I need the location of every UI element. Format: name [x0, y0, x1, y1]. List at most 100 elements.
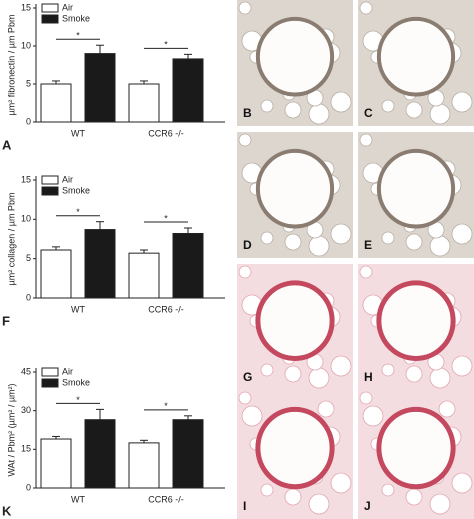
bar: [128, 252, 160, 299]
airway: [376, 280, 456, 362]
panel-label: B: [243, 106, 252, 120]
alveolus: [238, 265, 252, 279]
alveolus: [308, 235, 330, 257]
legend-label: Smoke: [62, 13, 90, 23]
legend-swatch: [41, 367, 59, 377]
legend-label: Air: [62, 2, 73, 12]
bar: [172, 419, 204, 489]
panel-label: I: [243, 499, 246, 513]
alveolus: [284, 233, 302, 251]
alveolus: [451, 223, 473, 245]
x-tick-label: WT: [71, 494, 85, 504]
significance-star: *: [76, 395, 80, 405]
micrograph: E: [358, 132, 474, 258]
alveolus: [451, 355, 473, 377]
legend-label: Air: [62, 366, 73, 376]
alveolus: [284, 365, 302, 383]
micrograph: J: [358, 390, 474, 519]
panel-label: G: [243, 370, 252, 384]
y-tick-label: 15: [21, 444, 31, 454]
bar: [84, 419, 116, 489]
y-axis-label: µm² fibronectin / µm Pbm: [6, 15, 16, 116]
airway: [255, 16, 335, 97]
alveolus: [284, 101, 302, 119]
alveolus: [238, 1, 252, 15]
alveolus: [308, 493, 330, 515]
legend-swatch: [41, 378, 59, 388]
y-tick-label: 15: [21, 2, 31, 12]
airway: [376, 148, 456, 229]
alveolus: [405, 365, 423, 383]
significance-star: *: [164, 213, 168, 223]
bar: [84, 53, 116, 123]
x-tick-label: CCR6 -/-: [148, 304, 184, 314]
y-tick-label: 5: [26, 253, 31, 263]
y-tick-label: 15: [21, 174, 31, 184]
panel-label: A: [2, 137, 12, 152]
alveolus: [451, 91, 473, 113]
y-tick-label: 5: [26, 78, 31, 88]
bar: [40, 83, 72, 123]
significance-star: *: [164, 40, 168, 50]
significance-star: *: [76, 31, 80, 41]
micrograph: G: [237, 264, 353, 390]
x-tick-label: CCR6 -/-: [148, 128, 184, 138]
panel-label: E: [364, 238, 372, 252]
airway: [255, 406, 335, 490]
alveolus: [260, 99, 274, 113]
micrograph: C: [358, 0, 474, 126]
y-axis-label: WAt / Pbm² (µm² / µm²): [6, 383, 16, 476]
legend-swatch: [41, 175, 59, 185]
alveolus: [260, 363, 274, 377]
alveolus: [317, 400, 335, 418]
alveolus: [381, 363, 395, 377]
micrograph: B: [237, 0, 353, 126]
alveolus: [330, 223, 352, 245]
airway: [376, 16, 456, 97]
alveolus: [260, 483, 274, 497]
panel-label: H: [364, 370, 373, 384]
legend-swatch: [41, 14, 59, 24]
panel-label: D: [243, 238, 252, 252]
bar: [172, 232, 204, 299]
alveolus: [359, 1, 373, 15]
alveolus: [359, 265, 373, 279]
airway: [255, 280, 335, 362]
micrograph: I: [237, 390, 353, 519]
bar: [172, 58, 204, 123]
bar: [40, 438, 72, 489]
alveolus: [405, 233, 423, 251]
alveolus: [429, 103, 451, 125]
alveolus: [308, 103, 330, 125]
alveolus: [405, 488, 423, 506]
alveolus: [405, 101, 423, 119]
alveolus: [359, 133, 373, 147]
alveolus: [381, 483, 395, 497]
alveolus: [330, 91, 352, 113]
alveolus: [330, 355, 352, 377]
legend-swatch: [41, 186, 59, 196]
y-tick-label: 0: [26, 116, 31, 126]
legend-label: Smoke: [62, 377, 90, 387]
y-tick-label: 45: [21, 366, 31, 376]
panel-label: K: [2, 503, 12, 518]
alveolus: [451, 472, 473, 494]
x-tick-label: CCR6 -/-: [148, 494, 184, 504]
alveolus: [438, 400, 456, 418]
alveolus: [330, 472, 352, 494]
airway: [255, 148, 335, 229]
y-tick-label: 0: [26, 292, 31, 302]
significance-star: *: [76, 207, 80, 217]
bar: [128, 442, 160, 489]
y-axis-label: µm² collagen / µm Pbm: [6, 193, 16, 286]
x-tick-label: WT: [71, 304, 85, 314]
alveolus: [359, 391, 373, 405]
alveolus: [429, 367, 451, 389]
alveolus: [238, 391, 252, 405]
alveolus: [362, 405, 384, 427]
panel-label: F: [2, 313, 10, 328]
significance-star: *: [164, 401, 168, 411]
alveolus: [284, 488, 302, 506]
panel-label: C: [364, 106, 373, 120]
alveolus: [308, 367, 330, 389]
